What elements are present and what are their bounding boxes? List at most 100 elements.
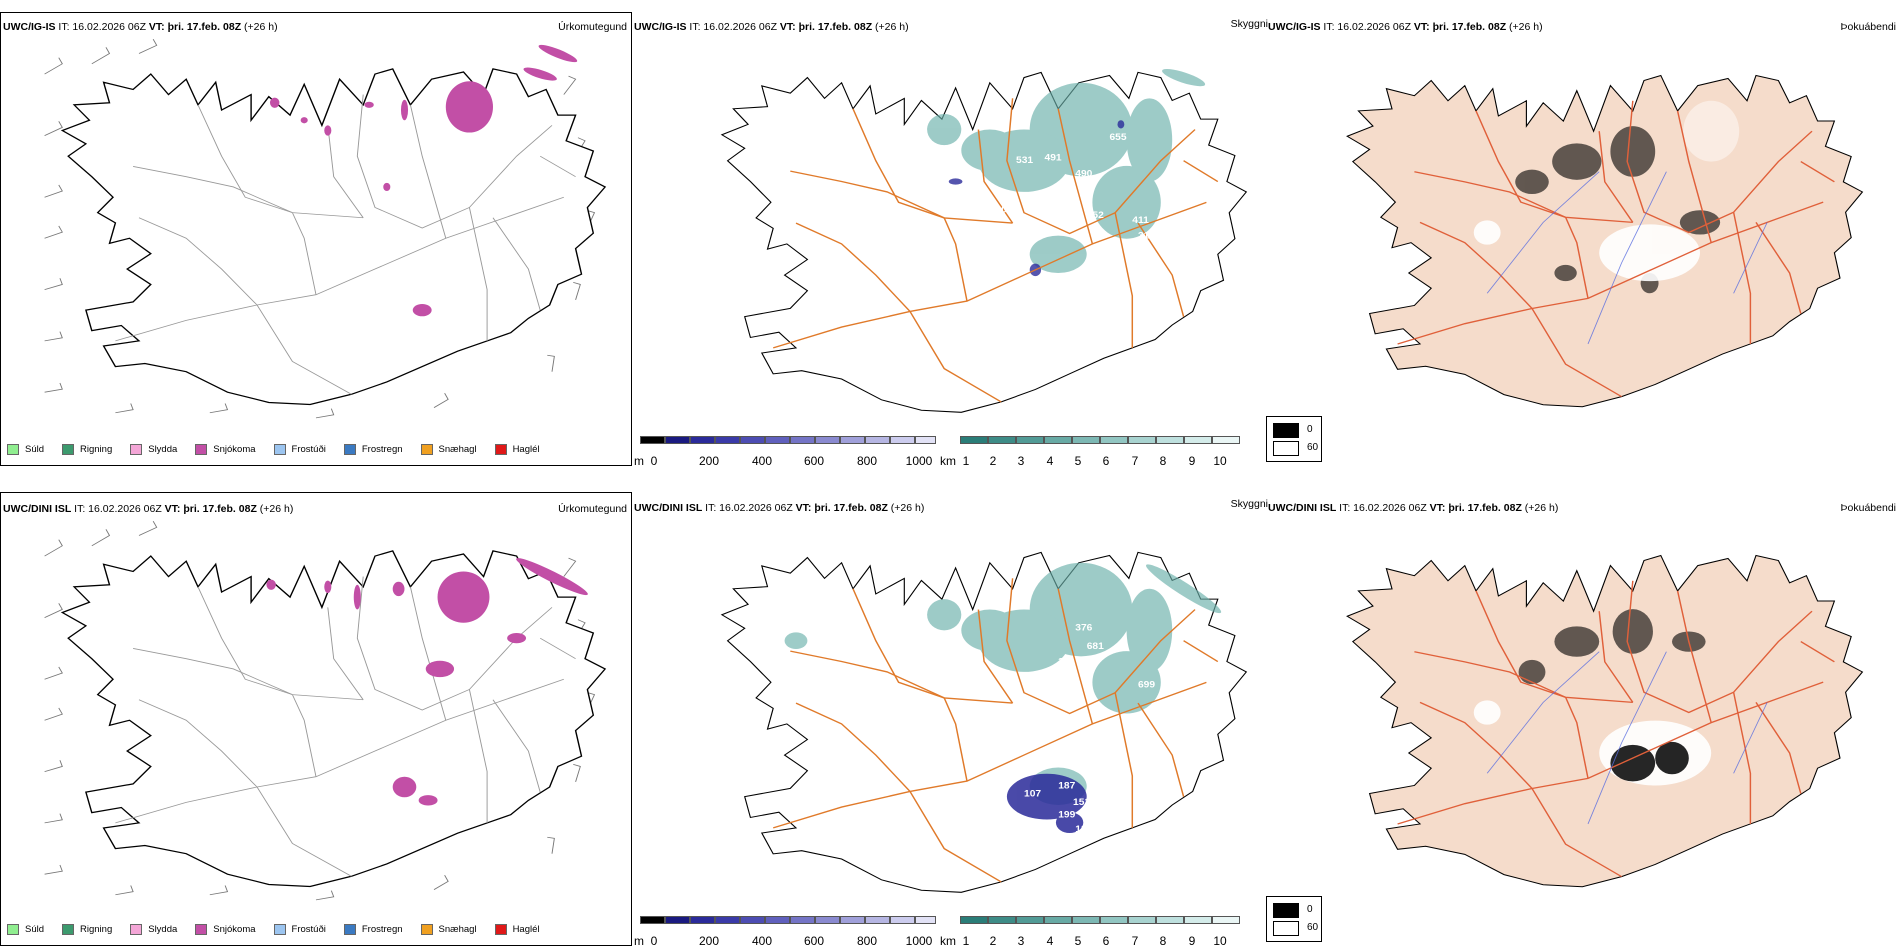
panel-visibility-dini: UWC/DINI ISL IT: 16.02.2026 06Z VT: þri.…: [632, 492, 1268, 948]
vis-label: 411: [1132, 215, 1149, 225]
colorbar-tick: 6: [1102, 934, 1110, 948]
legend-swatch: [273, 924, 286, 935]
colorbar-segment: [1072, 436, 1100, 444]
colorbar-segment: [1184, 916, 1212, 924]
colorbar-tick: 9: [1188, 454, 1196, 468]
legend-swatch: [62, 444, 75, 455]
colorbar-segment: [790, 436, 815, 444]
fog-legend-swatch: [1273, 441, 1299, 456]
vis-label: 312: [1138, 231, 1156, 241]
colorbar-tick: 8: [1159, 454, 1167, 468]
colorbar-segment: [1156, 916, 1184, 924]
vis-label: 490: [1075, 169, 1093, 179]
colorbar-tick: 8: [1159, 934, 1167, 948]
panel-title: UWC/IG-IS IT: 16.02.2026 06Z VT: þri. 17…: [634, 21, 909, 33]
colorbar-segment: [690, 436, 715, 444]
panel-variable-name: Úrkomutegund: [558, 503, 627, 515]
colorbar-segment: [1072, 916, 1100, 924]
legend-swatch: [130, 924, 143, 935]
legend-item: Snæhagl: [420, 444, 477, 455]
colorbar-segment: [865, 436, 890, 444]
colorbar-tick: 3: [1017, 934, 1025, 948]
fog-legend: 0 60: [1266, 416, 1322, 462]
legend-item: Súld: [7, 444, 44, 455]
colorbar-tick: 10: [1213, 454, 1227, 468]
panel-precip-type-dini: UWC/DINI ISL IT: 16.02.2026 06Z VT: þri.…: [0, 492, 632, 946]
panel-variable-name: Þokuábendi: [1840, 502, 1896, 514]
legend-swatch: [420, 444, 433, 455]
fog-legend-label: 60: [1307, 442, 1319, 453]
colorbar-tick: 9: [1188, 934, 1196, 948]
vis-label: 531: [1016, 155, 1034, 165]
fog-legend-label: 0: [1307, 424, 1313, 435]
colorbar-segment: [1016, 436, 1044, 444]
legend-item: Rigning: [62, 444, 112, 455]
colorbar-tick: 3: [1017, 454, 1025, 468]
colorbar-tick: 4: [1046, 934, 1054, 948]
ceiling-colorbar: m 0 200 400 600 800 1000: [634, 436, 936, 470]
colorbar-segment: [960, 916, 988, 924]
legend-item: Frostúði: [273, 444, 326, 455]
panel-title: UWC/DINI ISL IT: 16.02.2026 06Z VT: þri.…: [634, 502, 925, 514]
colorbar-tick: 7: [1131, 934, 1139, 948]
vis-label: 376: [1075, 623, 1093, 633]
legend-swatch: [7, 444, 19, 455]
colorbar-segment: [960, 436, 988, 444]
legend-item: Slydda: [130, 924, 177, 935]
visibility-map: 684 376 681 381 699 107 187 151 199 187: [682, 516, 1252, 911]
legend-swatch: [494, 444, 507, 455]
vis-label: 681: [1087, 641, 1105, 651]
colorbar-segment: [988, 436, 1016, 444]
legend-item: Slydda: [130, 444, 177, 455]
colorbar-segment: [815, 436, 840, 444]
legend-swatch: [195, 924, 208, 935]
legend-item: Rigning: [62, 924, 112, 935]
fog-legend-swatch: [1273, 921, 1299, 936]
panel-variable-name: Skyggni: [1230, 18, 1268, 30]
colorbar-tick: 6: [1102, 454, 1110, 468]
legend-item: Frostregn: [343, 444, 403, 455]
colorbar-segment: [1212, 916, 1240, 924]
panel-title: UWC/IG-IS IT: 16.02.2026 06Z VT: þri. 17…: [1268, 21, 1543, 33]
panel-fog-index-dini: UWC/DINI ISL IT: 16.02.2026 06Z VT: þri.…: [1266, 492, 1900, 946]
precip-map: [21, 515, 611, 905]
colorbar-segment: [765, 916, 790, 924]
legend-item: Snjókoma: [195, 444, 256, 455]
panel-title: UWC/DINI ISL IT: 16.02.2026 06Z VT: þri.…: [1268, 502, 1559, 514]
panel-visibility-igis: UWC/IG-IS IT: 16.02.2026 06Z VT: þri. 17…: [632, 12, 1268, 468]
colorbar-segment: [690, 916, 715, 924]
vis-label: 400: [996, 205, 1014, 215]
colorbar-segment: [840, 436, 865, 444]
colorbar-segment: [1100, 436, 1128, 444]
panel-variable-name: Þokuábendi: [1840, 21, 1896, 33]
colorbar-segment: [1100, 916, 1128, 924]
panel-title: UWC/DINI ISL IT: 16.02.2026 06Z VT: þri.…: [3, 503, 294, 515]
colorbar-tick: 600: [803, 934, 825, 948]
precip-map: [21, 33, 611, 423]
fog-map: [1308, 520, 1868, 905]
legend-item: Haglél: [494, 444, 540, 455]
legend-swatch: [420, 924, 433, 935]
fog-legend-label: 60: [1307, 922, 1319, 933]
colorbar-segment: [665, 436, 690, 444]
visibility-colorbar: km 1 2 3 4 5 6 7 8 9 10: [940, 916, 1242, 950]
panel-title: UWC/IG-IS IT: 16.02.2026 06Z VT: þri. 17…: [3, 21, 278, 33]
colorbar-segment: [915, 436, 936, 444]
legend-swatch: [273, 444, 286, 455]
legend-swatch: [494, 924, 507, 935]
colorbar-unit: m: [634, 454, 644, 468]
colorbar-tick: 10: [1213, 934, 1227, 948]
colorbar-segment: [840, 916, 865, 924]
colorbar-tick: 0: [650, 454, 658, 468]
colorbar-segment: [1044, 436, 1072, 444]
colorbar-unit: km: [940, 454, 956, 468]
fog-legend-swatch: [1273, 903, 1299, 918]
colorbar-segment: [715, 916, 740, 924]
colorbar-segment: [1044, 916, 1072, 924]
vis-label: 381: [1058, 657, 1076, 667]
panel-precip-type-igis: UWC/IG-IS IT: 16.02.2026 06Z VT: þri. 17…: [0, 12, 632, 466]
colorbar-segment: [790, 916, 815, 924]
vis-label: 151: [1073, 797, 1091, 807]
colorbar-tick: 7: [1131, 454, 1139, 468]
precip-type-legend: Súld Rigning Slydda Snjókoma Frostúði Fr…: [7, 444, 558, 455]
